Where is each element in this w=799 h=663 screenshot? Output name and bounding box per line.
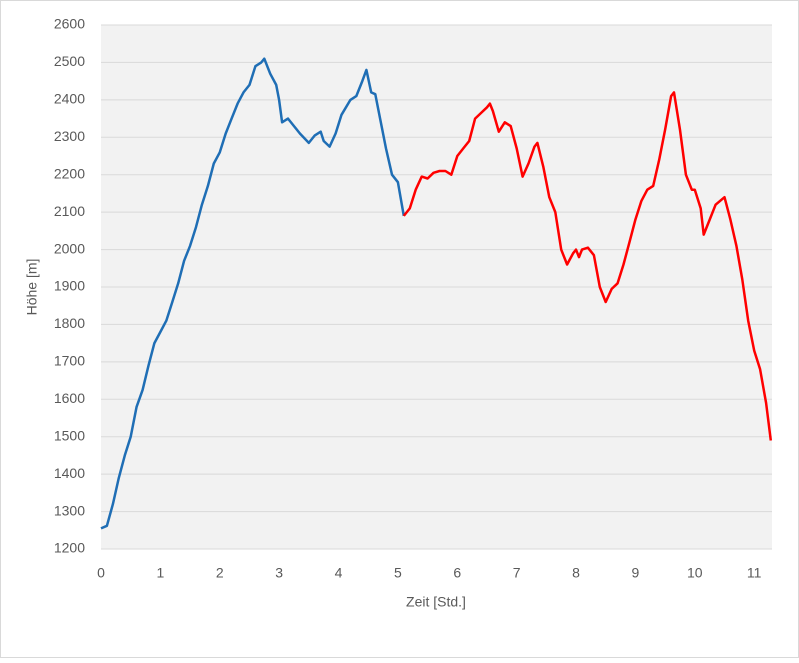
x-tick-label: 2: [216, 565, 224, 581]
x-tick-label: 11: [747, 565, 762, 581]
line: [100, 57, 406, 530]
y-tick-label: 1600: [54, 390, 85, 406]
x-tick-label: 9: [632, 565, 640, 581]
x-tick-label: 3: [275, 565, 283, 581]
x-tick-label: 8: [572, 565, 580, 581]
x-tick-label: 5: [394, 565, 402, 581]
x-tick-label: 1: [156, 565, 164, 581]
y-tick-label: 2000: [54, 240, 85, 256]
x-axis-label: Zeit [Std.]: [406, 594, 466, 610]
y-tick-label: 2400: [54, 91, 85, 107]
y-tick-label: 2500: [54, 53, 85, 69]
y-tick-label: 1800: [54, 315, 85, 331]
y-tick-label: 1500: [54, 427, 85, 443]
y-tick-label: 2100: [54, 203, 85, 219]
y-tick-label: 2200: [54, 165, 85, 181]
y-tick-label: 1700: [54, 353, 85, 369]
y-tick-label: 1300: [54, 502, 85, 518]
x-tick-label: 7: [513, 565, 521, 581]
x-tick-label: 0: [97, 565, 105, 581]
x-tick-label: 6: [453, 565, 461, 581]
y-tick-label: 2600: [54, 16, 85, 32]
y-tick-label: 1900: [54, 278, 85, 294]
x-tick-label: 10: [687, 565, 703, 581]
y-tick-label: 2300: [54, 128, 85, 144]
y-tick-label: 1400: [54, 465, 85, 481]
y-tick-label: 1200: [54, 540, 85, 556]
y-axis-label: Höhe [m]: [24, 259, 40, 316]
x-tick-label: 4: [335, 565, 343, 581]
line: [402, 91, 773, 441]
